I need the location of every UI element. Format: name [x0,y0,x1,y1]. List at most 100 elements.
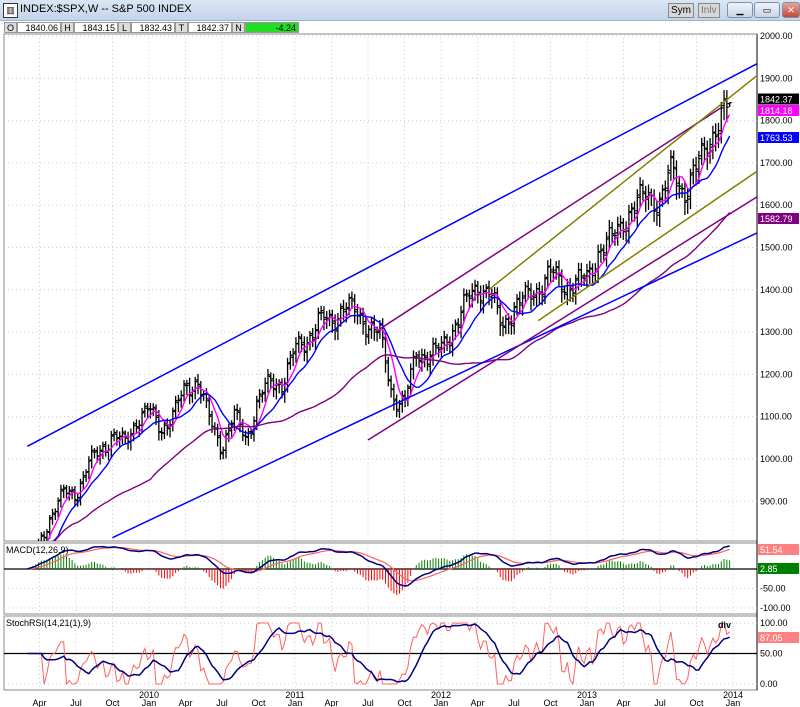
price-bar [187,377,192,405]
inlv-button[interactable]: Inlv [698,3,720,18]
price-bar [162,421,167,440]
price-bar [391,383,396,411]
macd-plot [4,545,757,595]
high-value: 1843.15 [74,22,118,33]
x-tick-label: Jul [654,698,666,707]
price-bar [674,160,679,200]
price-bar [635,189,640,227]
price-bar [176,394,181,413]
macd-panel [3,542,758,615]
price-bar [319,305,324,321]
x-tick-label: Apr [470,698,484,707]
price-bar [548,258,553,282]
price-bar [668,150,673,181]
price-bar [112,428,117,442]
price-bar [495,287,500,315]
price-bar [184,379,189,395]
low-value: 1832.43 [131,22,175,33]
price-bar [417,350,422,368]
trendline [112,232,757,539]
moving-average-line [52,135,731,541]
x-tick-label: Jul [362,698,374,707]
price-bar [151,403,156,416]
price-bar [196,373,201,395]
stochrsi-value-label: 87.05 [760,633,783,643]
price-bar [484,283,489,299]
macd-histogram-value-label-bg [758,563,799,574]
price-bar [40,532,44,541]
stochrsi-fast-line [27,622,731,686]
price-bar [428,350,433,376]
minimize-button[interactable]: ▁ [727,2,753,18]
price-bar [81,471,86,490]
x-tick-label: Oct [251,698,266,707]
price-bar [349,291,354,310]
price-tick-label: 1200.00 [760,369,793,379]
x-tick-label: Jan [580,698,595,707]
price-bar [207,395,212,426]
price-bar [431,337,436,366]
price-tick-label: 1500.00 [760,243,793,253]
price-bar [411,350,416,380]
price-bar [50,508,55,525]
macd-value-label-bg [758,544,799,555]
price-bar [425,351,430,371]
price-bar [173,395,178,419]
price-bar [156,410,161,441]
price-bar [612,229,617,246]
x-tick-label: Apr [178,698,192,707]
price-bar [422,349,427,368]
x-tick-label: Apr [32,698,46,707]
price-bar [436,343,441,358]
price-bar [526,280,531,300]
price-bar [92,448,97,459]
x-tick-label: Oct [397,698,412,707]
macd-tick-label: -100.00 [760,603,791,613]
maximize-button[interactable]: ▭ [754,2,780,18]
macd-tick-label: -50.00 [760,584,786,594]
last-label: T [175,22,188,33]
trendline [367,196,757,441]
ma-value-label-bg [758,213,799,224]
x-tick-label: Jan [434,698,449,707]
price-bar [498,300,503,336]
x-tick-year: 2013 [577,690,597,700]
price-bar [61,484,66,499]
last-value: 1842.37 [188,22,232,33]
macd-line [27,545,730,587]
price-bar [363,315,368,346]
price-bar [629,202,634,222]
last-price-label: 1842.37 [760,95,793,105]
price-bar [257,389,262,409]
price-bar [501,316,506,337]
ma-value-label-bg [758,132,799,143]
price-tick-label: 1400.00 [760,285,793,295]
x-tick-label: Oct [689,698,704,707]
price-bar [72,486,77,506]
price-bar [268,372,273,388]
price-bar [288,350,293,370]
maximize-icon: ▭ [762,5,772,15]
divergence-annotation: div [718,620,731,630]
chart-app-icon: ▥ [3,3,18,18]
price-bar [584,263,589,288]
price-bar [321,306,326,331]
price-tick-label: 1600.00 [760,200,793,210]
x-tick-label: Jul [508,698,520,707]
price-bar [100,441,105,460]
price-bar [296,331,301,353]
x-tick-label: Apr [324,698,338,707]
price-bar [120,427,125,445]
price-bar [352,294,357,324]
price-bar [453,319,458,340]
trendline [379,107,722,330]
sym-button[interactable]: Sym [668,3,694,18]
price-bar [67,486,72,501]
price-bar [394,394,399,418]
price-bar [556,260,561,287]
price-bar [464,289,469,302]
price-bar [582,273,587,286]
price-bar [442,330,447,353]
x-tick-label: Jan [726,698,741,707]
